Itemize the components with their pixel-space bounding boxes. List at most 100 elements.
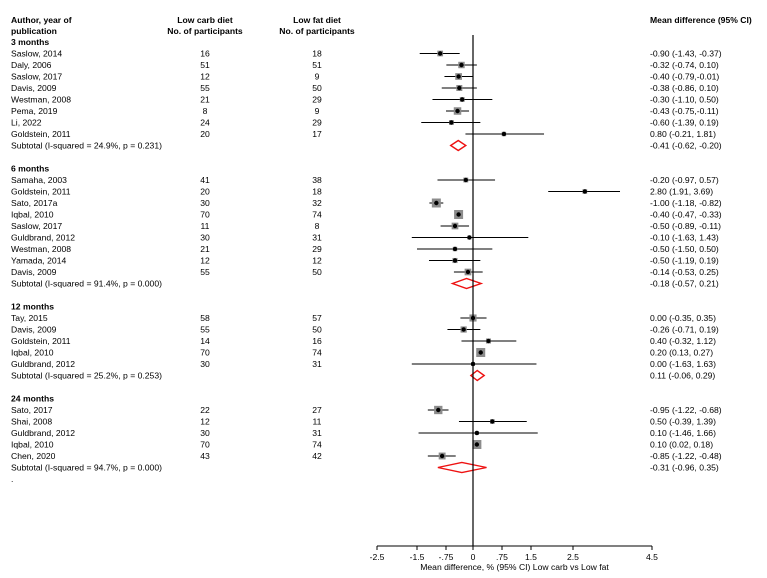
x-axis: -2.5 -1.5 -.75 0 .75 1.5 2.5 4.5 Mean difference…: [370, 35, 658, 572]
study-name: Iqbal, 2010: [11, 210, 54, 220]
point-estimate: [456, 74, 461, 79]
study-name: Samaha, 2003: [11, 175, 67, 185]
study-name: Westman, 2008: [11, 244, 71, 254]
mean-difference-ci: -0.30 (-1.10, 0.50): [650, 95, 719, 105]
low-carb-n: 11: [201, 221, 210, 231]
study-name: Sato, 2017a: [11, 198, 58, 208]
point-estimate: [460, 97, 465, 102]
mean-difference-ci: -0.40 (-0.47, -0.33): [650, 210, 722, 220]
low-carb-n: 51: [200, 60, 210, 70]
point-estimate: [456, 212, 461, 217]
x-tick-label: -2.5: [370, 552, 385, 562]
x-tick-label: -.75: [439, 552, 454, 562]
low-fat-n: 42: [312, 451, 322, 461]
mean-difference-ci: 0.10 (0.02, 0.18): [650, 440, 713, 450]
point-estimate: [459, 62, 464, 68]
mean-difference-ci: 0.80 (-0.21, 1.81): [650, 129, 716, 139]
study-name: Westman, 2008: [11, 95, 71, 105]
low-carb-n: 21: [200, 244, 210, 254]
low-carb-n: 14: [200, 336, 210, 346]
x-tick-label: 0: [471, 552, 476, 562]
study-name: Yamada, 2014: [11, 256, 66, 266]
group-title: 12 months: [11, 302, 54, 312]
mean-difference-ci: 2.80 (1.91, 3.69): [650, 187, 713, 197]
low-carb-n: 70: [200, 440, 210, 450]
low-carb-n: 12: [200, 417, 210, 427]
study-name: Goldstein, 2011: [11, 129, 71, 139]
x-tick-label: 1.5: [525, 552, 537, 562]
low-fat-n: 74: [312, 210, 322, 220]
mean-difference-ci: -0.20 (-0.97, 0.57): [650, 175, 719, 185]
low-carb-n: 30: [200, 233, 210, 243]
mean-difference-ci: 0.40 (-0.32, 1.12): [650, 336, 716, 346]
study-name: Sato, 2017: [11, 405, 53, 415]
point-estimate: [490, 419, 495, 424]
mean-difference-ci: -0.26 (-0.71, 0.19): [650, 325, 719, 335]
low-carb-n: 12: [200, 256, 210, 266]
point-estimate: [467, 235, 472, 240]
low-carb-n: 70: [200, 348, 210, 358]
study-name: Saslow, 2017: [11, 72, 62, 82]
point-estimate: [501, 131, 507, 137]
low-fat-n: 29: [312, 118, 322, 128]
low-carb-n: 24: [200, 118, 210, 128]
x-axis-title: Mean difference, % (95% CI) Low carb vs …: [420, 562, 609, 572]
point-estimate: [463, 177, 468, 183]
low-carb-n: 30: [200, 359, 210, 369]
study-name: Saslow, 2014: [11, 49, 62, 59]
study-name: Goldstein, 2011: [11, 187, 71, 197]
subtotal-diamond: [449, 139, 468, 152]
mean-difference-ci: -0.95 (-1.22, -0.68): [650, 405, 722, 415]
x-tick-label: 2.5: [567, 552, 579, 562]
group-title: 6 months: [11, 164, 49, 174]
header-col1-line1: Author, year of: [11, 15, 72, 25]
low-fat-n: 12: [312, 256, 322, 266]
study-name: Goldstein, 2011: [11, 336, 71, 346]
x-tick-label: .75: [496, 552, 508, 562]
point-estimate: [449, 120, 454, 125]
low-carb-n: 70: [200, 210, 210, 220]
low-fat-n: 17: [312, 129, 322, 139]
mean-difference-ci: -0.50 (-0.89, -0.11): [650, 221, 721, 231]
study-name: Guldbrand, 2012: [11, 233, 75, 243]
low-fat-n: 51: [312, 60, 322, 70]
mean-difference-ci: -0.10 (-1.63, 1.43): [650, 233, 719, 243]
low-fat-n: 27: [312, 405, 322, 415]
header-col2-line2: No. of participants: [167, 26, 243, 36]
mean-difference-ci: 0.00 (-0.35, 0.35): [650, 313, 716, 323]
point-estimate: [438, 51, 443, 56]
low-carb-n: 41: [200, 175, 210, 185]
low-carb-n: 55: [200, 83, 210, 93]
subtotal-label: Subtotal (I-squared = 25.2%, p = 0.253): [11, 371, 162, 381]
study-name: Davis, 2009: [11, 325, 57, 335]
mean-difference-ci: 0.50 (-0.39, 1.39): [650, 417, 716, 427]
group-title: 24 months: [11, 394, 54, 404]
mean-difference-ci: -0.14 (-0.53, 0.25): [650, 267, 719, 277]
group-title: 3 months: [11, 37, 49, 47]
mean-difference-ci: -0.40 (-0.79,-0.01): [650, 72, 719, 82]
point-estimate: [582, 189, 588, 194]
mean-difference-ci: -1.00 (-1.18, -0.82): [650, 198, 722, 208]
low-carb-n: 43: [200, 451, 210, 461]
forest-rows: 3 months Saslow, 2014 16 18 -0.90 (-1.43, -0…: [11, 37, 722, 484]
point-estimate: [478, 350, 483, 355]
low-carb-n: 22: [200, 405, 210, 415]
low-fat-n: 50: [312, 83, 322, 93]
header-col2-line1: Low carb diet: [177, 15, 233, 25]
low-fat-n: 50: [312, 267, 322, 277]
study-name: Davis, 2009: [11, 83, 57, 93]
mean-difference-ci: 0.10 (-1.46, 1.66): [650, 428, 716, 438]
low-carb-n: 12: [200, 72, 210, 82]
mean-difference-ci: -0.38 (-0.86, 0.10): [650, 83, 719, 93]
subtotal-ci: -0.31 (-0.96, 0.35): [650, 463, 719, 473]
study-name: Shai, 2008: [11, 417, 52, 427]
low-fat-n: 38: [312, 175, 322, 185]
study-name: Li, 2022: [11, 118, 42, 128]
mean-difference-ci: -0.43 (-0.75,-0.11): [650, 106, 719, 116]
point-estimate: [457, 85, 462, 91]
point-estimate: [486, 338, 491, 344]
subtotal-label: Subtotal (I-squared = 94.7%, p = 0.000): [11, 463, 162, 473]
study-name: Pema, 2019: [11, 106, 58, 116]
subtotal-diamond: [469, 369, 486, 382]
